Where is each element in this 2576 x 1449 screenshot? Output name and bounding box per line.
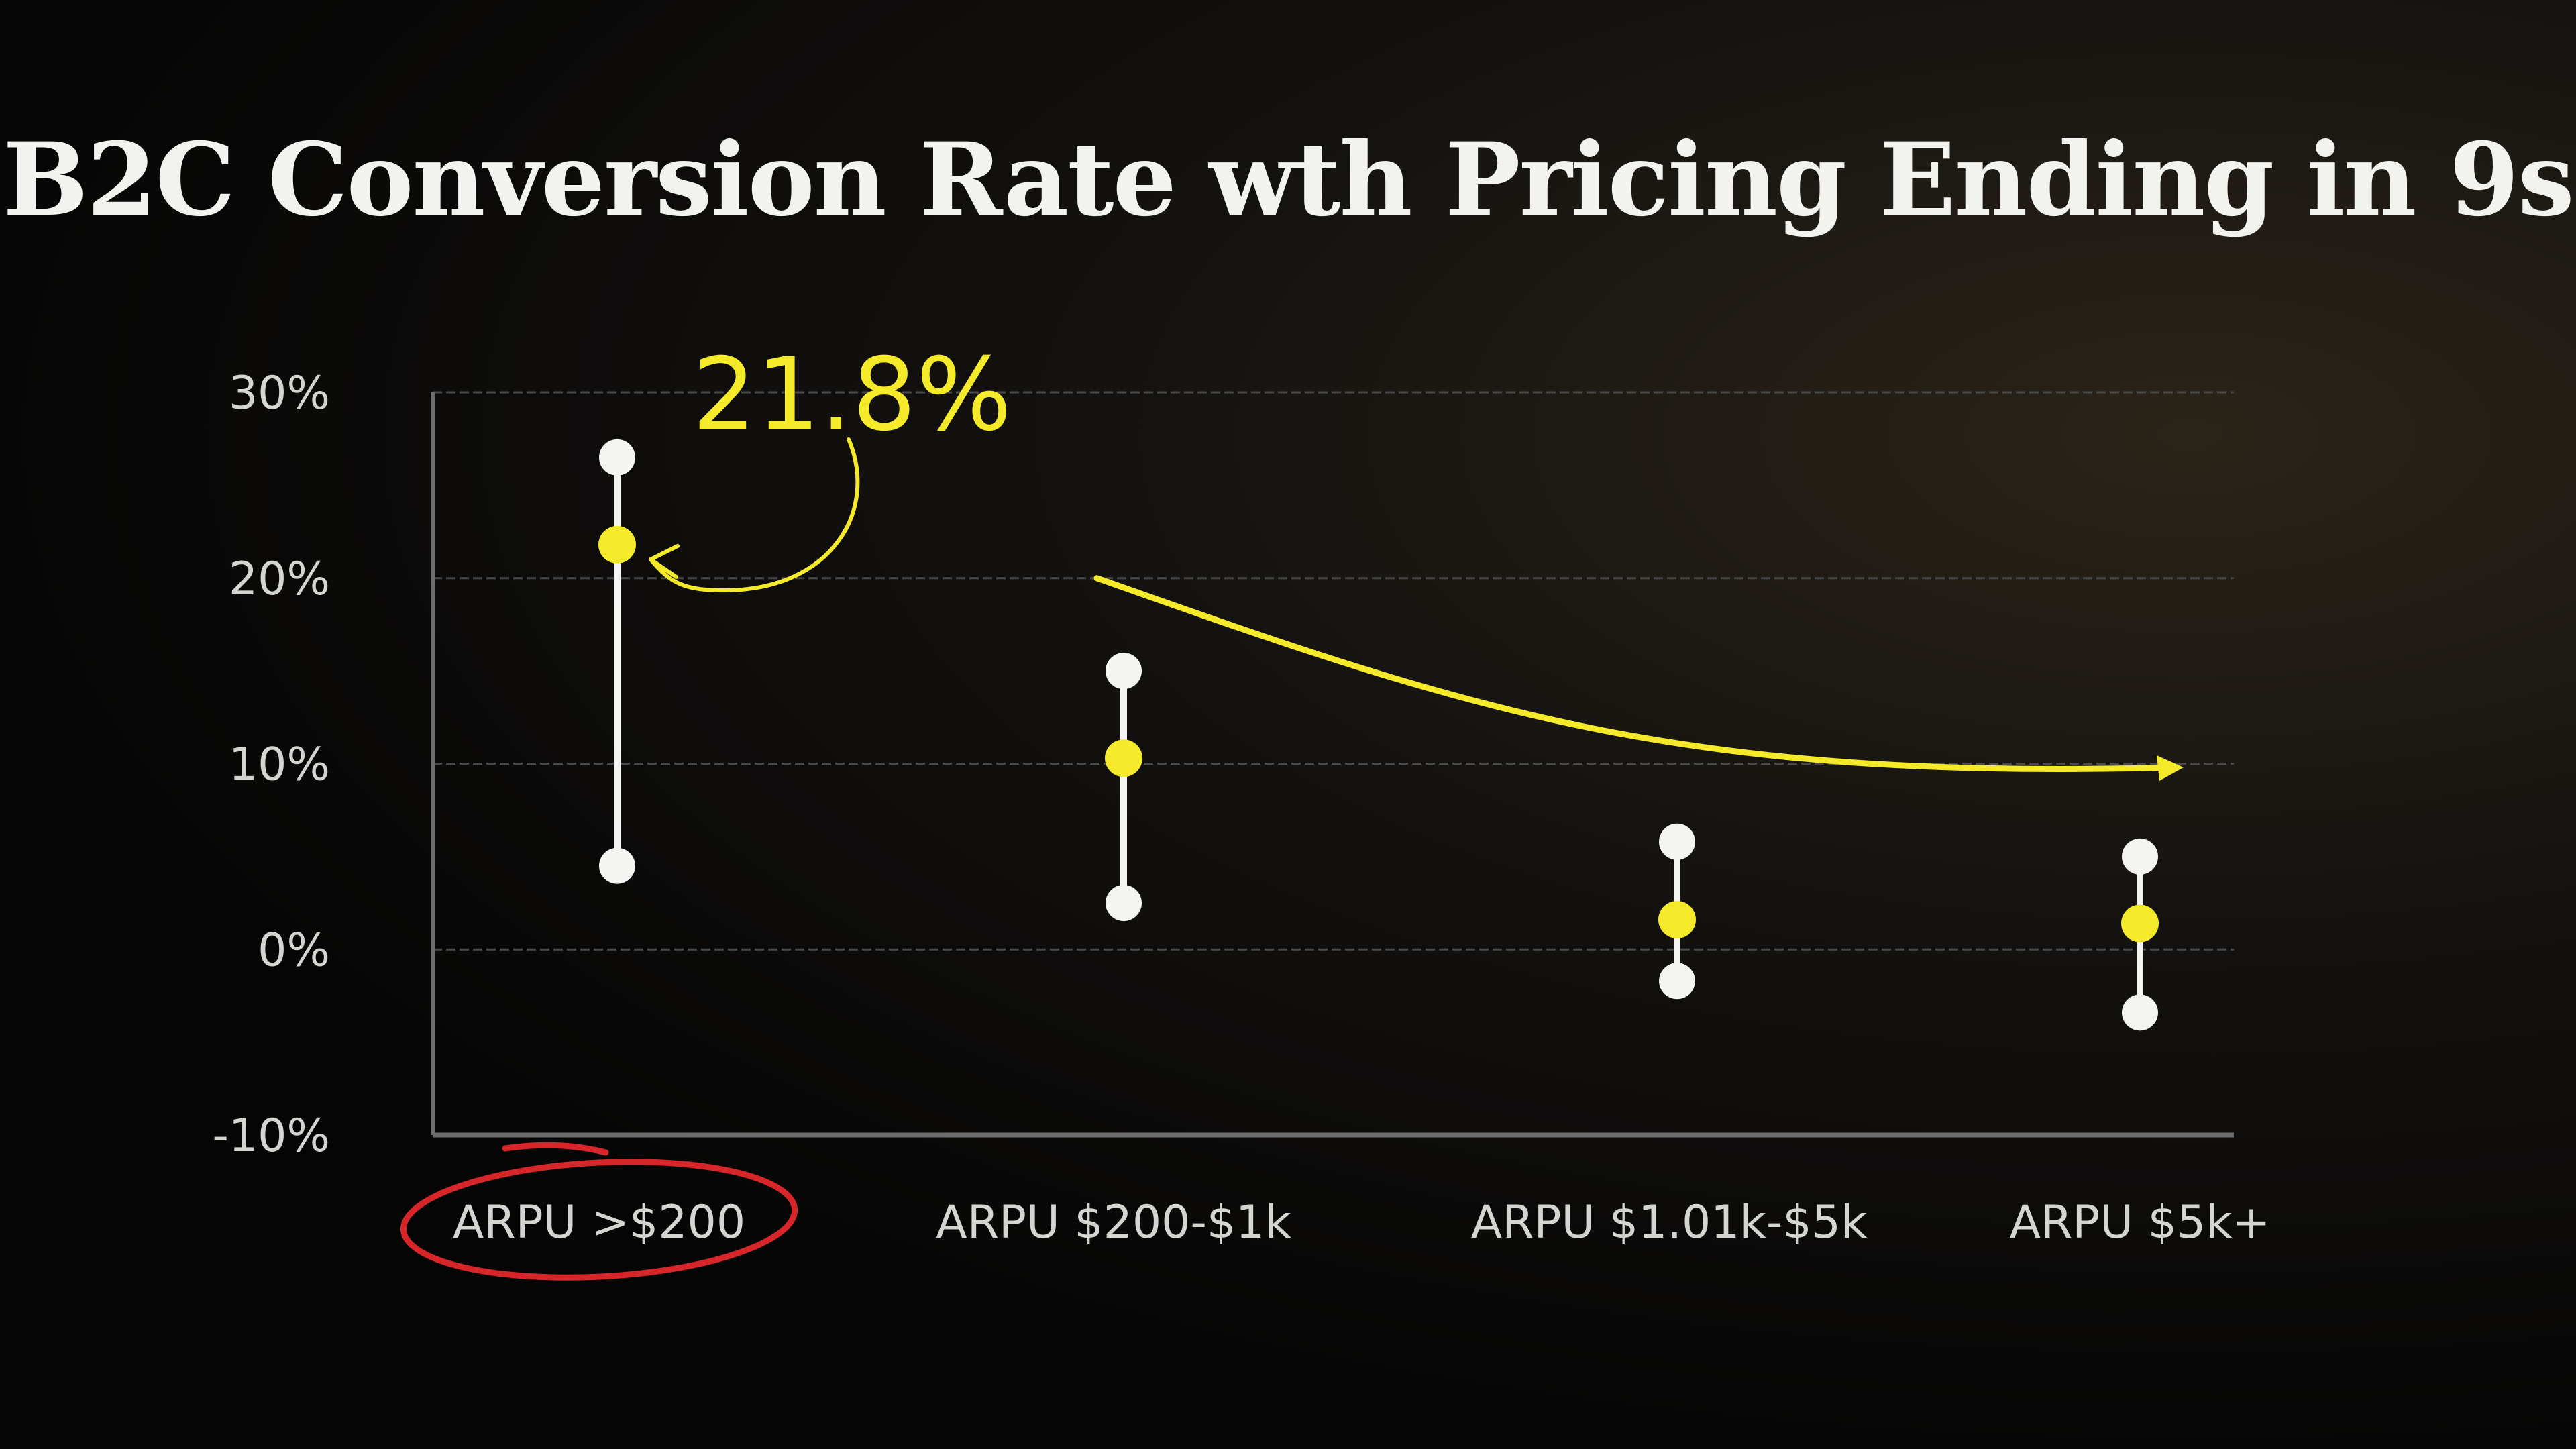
annotation-arrow	[649, 437, 860, 593]
lower-bound-point	[1659, 963, 1695, 1000]
upper-bound-point	[1106, 653, 1142, 690]
upper-bound-point	[1659, 823, 1695, 860]
y-tick-label: 0%	[258, 924, 330, 977]
conversion-rate-point	[1658, 900, 1696, 938]
annotation-arrowhead	[649, 543, 680, 579]
x-tick-label: ARPU $200-$1k	[936, 1196, 1291, 1249]
y-tick-label: 10%	[229, 739, 330, 792]
chart-title: B2C Conversion Rate wth Pricing Ending i…	[3, 121, 2574, 239]
trend-line	[1093, 575, 2180, 772]
upper-bound-point	[2122, 838, 2158, 875]
conversion-rate-point	[2121, 904, 2159, 943]
highlight-circle	[400, 1159, 798, 1281]
upper-bound-point	[599, 439, 635, 476]
highlight-stroke	[502, 1142, 609, 1156]
lower-bound-point	[2122, 994, 2158, 1031]
x-tick-label: ARPU $1.01k-$5k	[1471, 1196, 1868, 1249]
conversion-rate-point	[598, 525, 636, 564]
y-tick-label: 30%	[229, 367, 330, 420]
conversion-rate-point	[1105, 739, 1142, 777]
y-tick-label: -10%	[212, 1110, 330, 1163]
x-tick-label: ARPU >$200	[453, 1196, 745, 1249]
y-tick-label: 20%	[229, 553, 330, 606]
trend-arrowhead	[2157, 755, 2184, 782]
annotation-label: 21.8%	[692, 337, 1012, 453]
lower-bound-point	[1106, 885, 1142, 922]
lower-bound-point	[599, 847, 635, 884]
x-tick-label: ARPU $5k+	[2009, 1196, 2270, 1249]
